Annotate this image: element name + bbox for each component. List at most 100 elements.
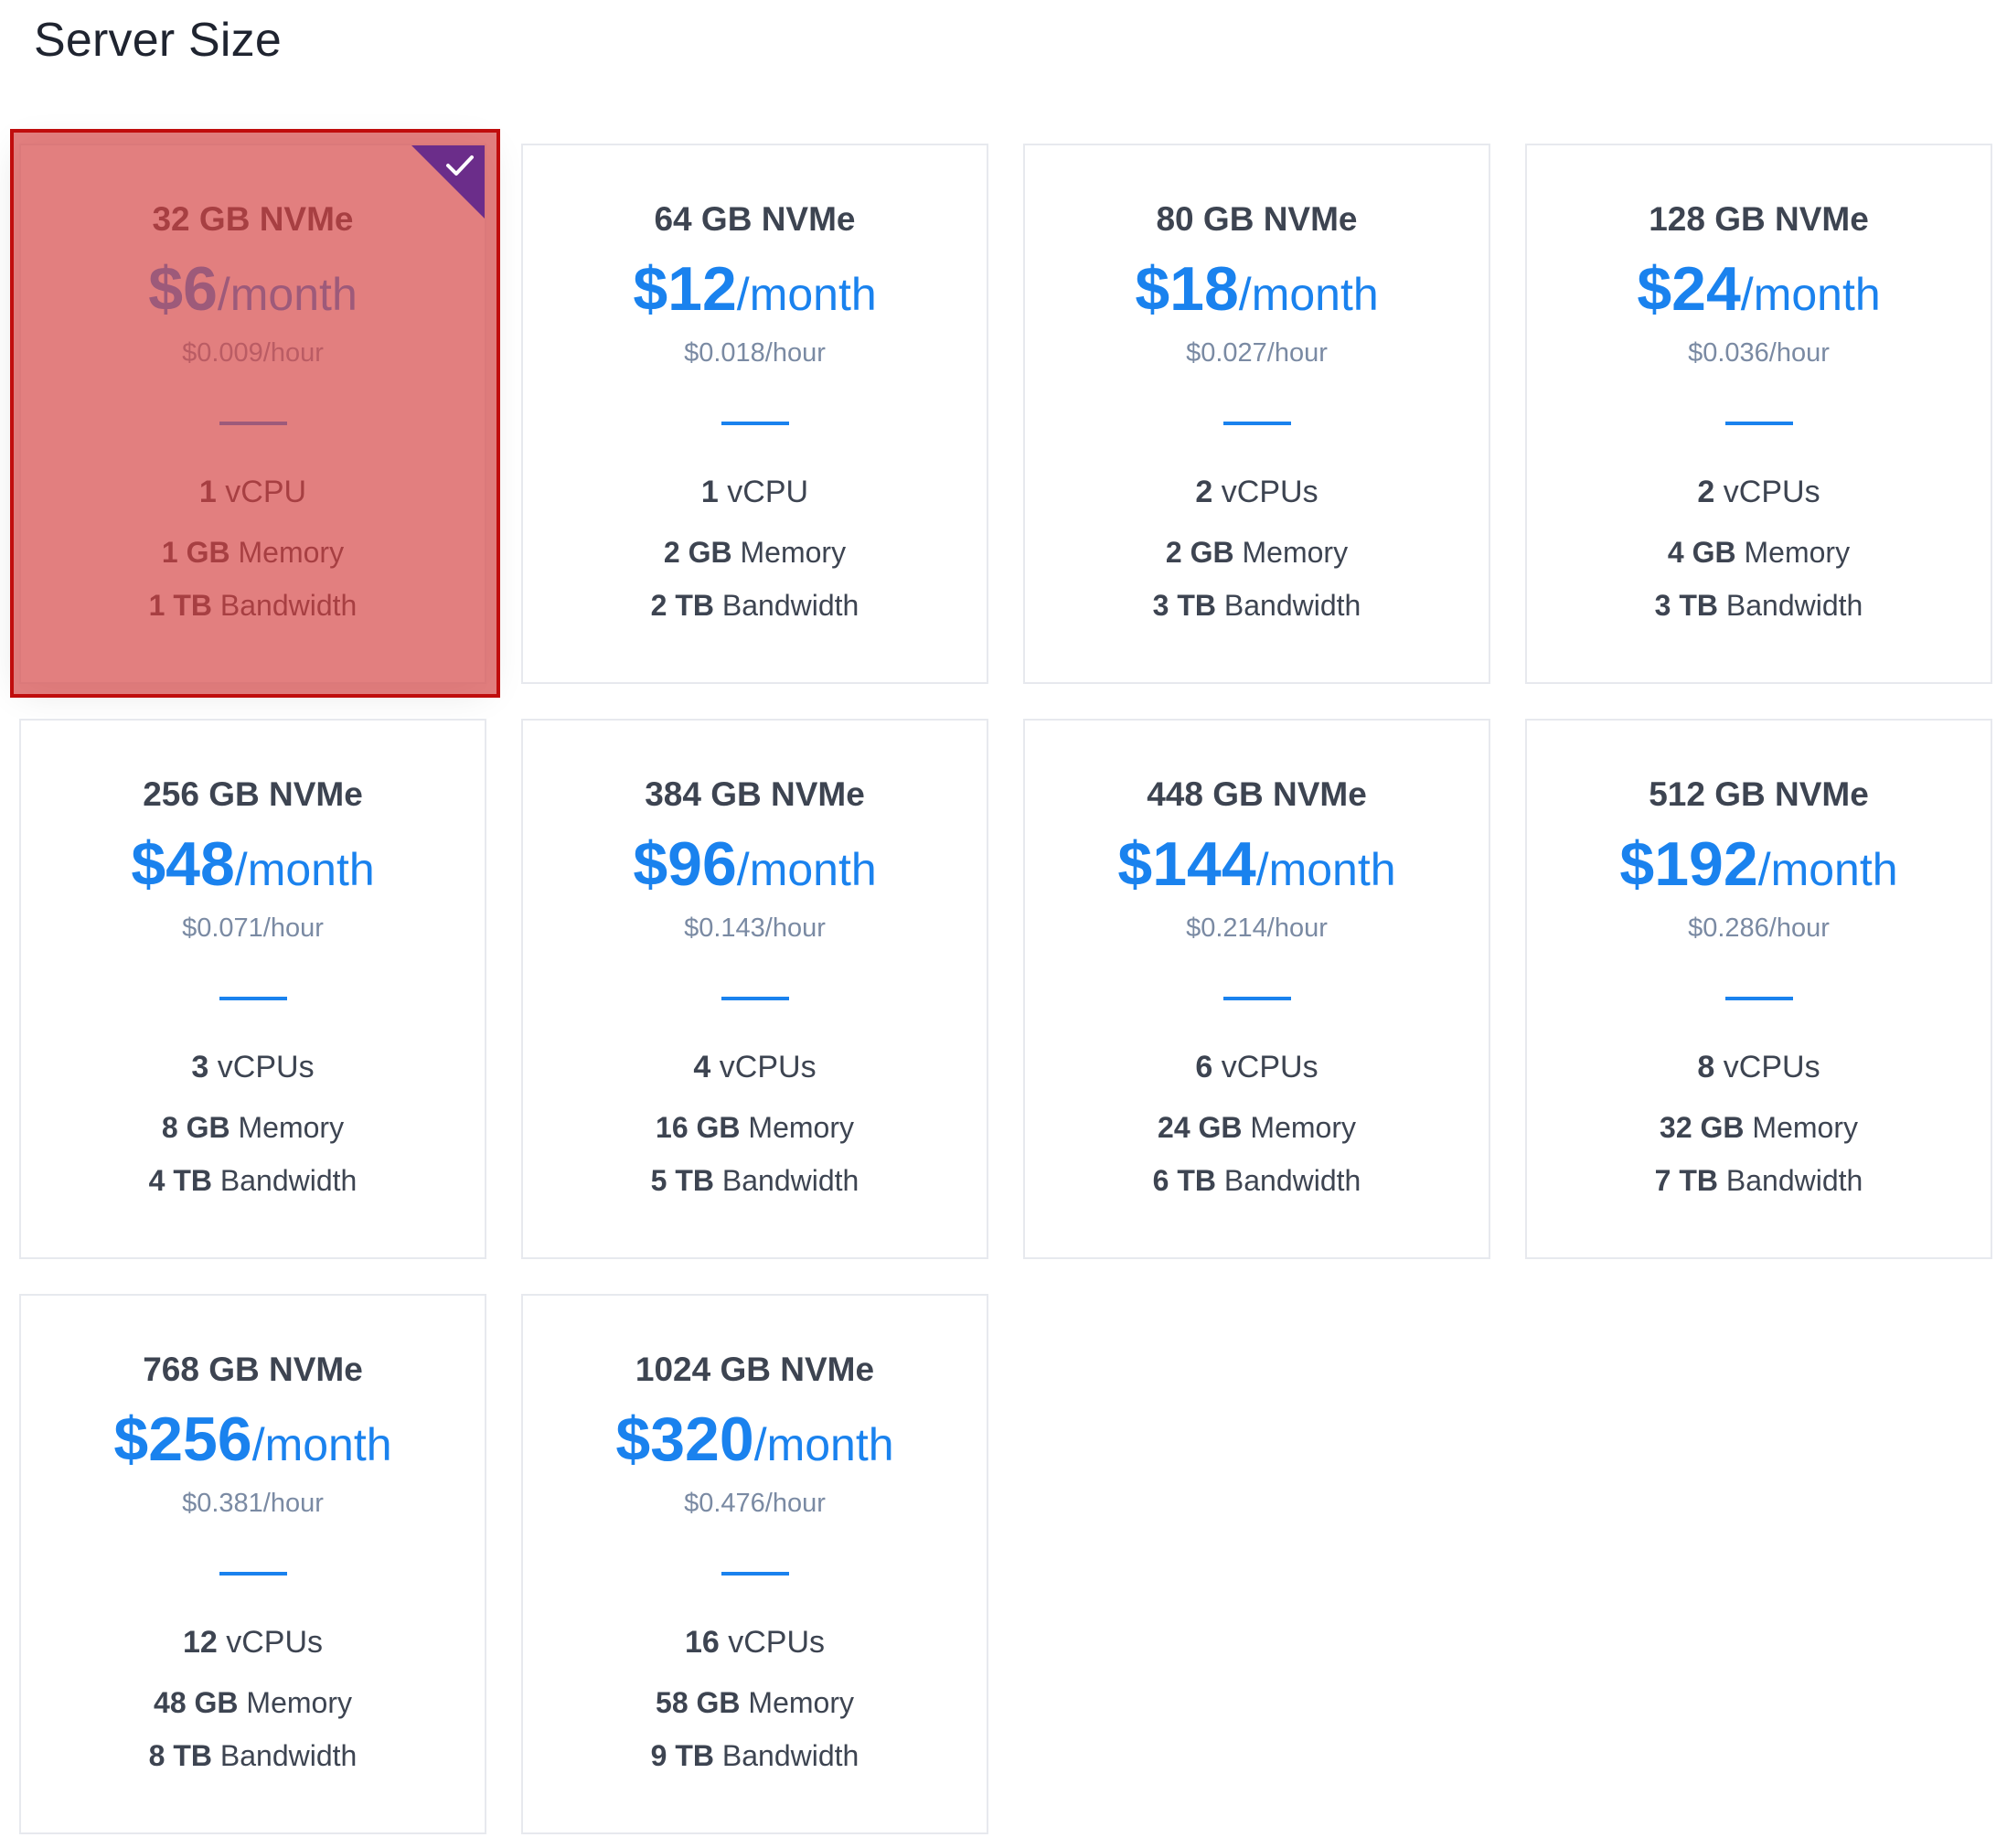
plan-cpu-count: 4 — [693, 1050, 711, 1084]
plan-cpu: 8 vCPUs — [1527, 1050, 1991, 1085]
plan-price-amount: $96 — [633, 829, 737, 899]
plan-divider — [721, 422, 789, 425]
plan-disk-size: 1024 GB NVMe — [635, 1351, 875, 1388]
plan-memory: 2 GB Memory — [523, 536, 987, 570]
plan-hourly-price: $0.286/hour — [1688, 913, 1830, 943]
plan-bandwidth-size: 3 TB — [1654, 589, 1718, 622]
plan-cpu: 6 vCPUs — [1025, 1050, 1489, 1085]
plan-cpu: 3 vCPUs — [21, 1050, 485, 1085]
plan-card-128-gb-nvme[interactable]: 128 GB NVMe $24/month $0.036/hour 2 vCPU… — [1525, 144, 1992, 684]
plan-hourly-price: $0.018/hour — [684, 338, 826, 368]
plan-monthly-price: $144/month — [1025, 828, 1489, 900]
plan-bandwidth-size: 3 TB — [1152, 589, 1216, 622]
plan-bandwidth-unit: Bandwidth — [219, 1739, 358, 1772]
plan-divider — [721, 997, 789, 1000]
plan-bandwidth-size: 7 TB — [1654, 1164, 1718, 1197]
plan-bandwidth: 9 TB Bandwidth — [523, 1739, 987, 1773]
plan-memory: 1 GB Memory — [21, 536, 485, 570]
plan-cpu-count: 2 — [1697, 475, 1715, 509]
plan-bandwidth: 3 TB Bandwidth — [1527, 589, 1991, 623]
plan-memory-size: 4 GB — [1667, 536, 1736, 569]
plan-bandwidth-unit: Bandwidth — [721, 1739, 859, 1772]
plan-bandwidth: 5 TB Bandwidth — [523, 1164, 987, 1198]
plan-cpu-unit: vCPUs — [217, 1050, 315, 1084]
plan-disk-size: 80 GB NVMe — [1156, 200, 1358, 238]
plan-disk-size: 768 GB NVMe — [143, 1351, 363, 1388]
plan-price-amount: $256 — [113, 1405, 252, 1474]
plan-memory-unit: Memory — [1744, 536, 1851, 569]
plan-memory: 16 GB Memory — [523, 1111, 987, 1145]
plan-disk-size: 384 GB NVMe — [645, 775, 865, 813]
plan-price-amount: $192 — [1619, 829, 1758, 899]
plan-bandwidth-size: 8 TB — [148, 1739, 212, 1772]
plan-cpu: 2 vCPUs — [1025, 475, 1489, 510]
plan-price-period: /month — [1238, 269, 1379, 320]
plan-memory-unit: Memory — [748, 1111, 854, 1144]
plan-cpu: 1 vCPU — [523, 475, 987, 510]
plan-monthly-price: $256/month — [21, 1404, 485, 1475]
plan-cpu-unit: vCPUs — [719, 1050, 817, 1084]
plan-cpu-count: 8 — [1697, 1050, 1715, 1084]
plan-price-period: /month — [1757, 844, 1898, 895]
plan-bandwidth-size: 4 TB — [148, 1164, 212, 1197]
plan-bandwidth-unit: Bandwidth — [1725, 1164, 1863, 1197]
plan-cpu: 4 vCPUs — [523, 1050, 987, 1085]
plan-price-period: /month — [736, 269, 877, 320]
plan-card-1024-gb-nvme[interactable]: 1024 GB NVMe $320/month $0.476/hour 16 v… — [521, 1294, 988, 1834]
plan-memory: 8 GB Memory — [21, 1111, 485, 1145]
plan-cpu: 12 vCPUs — [21, 1625, 485, 1661]
plan-memory: 24 GB Memory — [1025, 1111, 1489, 1145]
plan-bandwidth-size: 6 TB — [1152, 1164, 1216, 1197]
plan-bandwidth-unit: Bandwidth — [219, 1164, 358, 1197]
plan-memory-size: 32 GB — [1660, 1111, 1745, 1144]
plan-card-384-gb-nvme[interactable]: 384 GB NVMe $96/month $0.143/hour 4 vCPU… — [521, 719, 988, 1259]
plan-disk-size: 128 GB NVMe — [1649, 200, 1869, 238]
plan-divider — [219, 997, 287, 1000]
plan-hourly-price: $0.143/hour — [684, 913, 826, 943]
plan-bandwidth: 4 TB Bandwidth — [21, 1164, 485, 1198]
plan-bandwidth-size: 5 TB — [650, 1164, 714, 1197]
plan-bandwidth-unit: Bandwidth — [721, 589, 859, 622]
plan-memory-unit: Memory — [748, 1686, 854, 1719]
plan-memory-unit: Memory — [238, 1111, 345, 1144]
plan-memory-unit: Memory — [740, 536, 847, 569]
plan-hourly-price: $0.036/hour — [1688, 338, 1830, 368]
plan-monthly-price: $320/month — [523, 1404, 987, 1475]
plan-memory-size: 1 GB — [161, 536, 230, 569]
plan-cpu: 1 vCPU — [21, 475, 485, 510]
plan-bandwidth-size: 9 TB — [650, 1739, 714, 1772]
plan-cpu-unit: vCPUs — [226, 1625, 324, 1660]
plan-disk-size: 512 GB NVMe — [1649, 775, 1869, 813]
plan-card-256-gb-nvme[interactable]: 256 GB NVMe $48/month $0.071/hour 3 vCPU… — [19, 719, 486, 1259]
plan-card-768-gb-nvme[interactable]: 768 GB NVMe $256/month $0.381/hour 12 vC… — [19, 1294, 486, 1834]
plan-card-512-gb-nvme[interactable]: 512 GB NVMe $192/month $0.286/hour 8 vCP… — [1525, 719, 1992, 1259]
plan-cpu: 2 vCPUs — [1527, 475, 1991, 510]
plan-monthly-price: $18/month — [1025, 253, 1489, 325]
plan-divider — [1724, 997, 1793, 1000]
plan-price-period: /month — [217, 269, 358, 320]
plan-price-amount: $48 — [131, 829, 235, 899]
plan-memory-unit: Memory — [246, 1686, 352, 1719]
checkmark-icon — [411, 145, 485, 219]
plan-monthly-price: $24/month — [1527, 253, 1991, 325]
plan-divider — [1724, 422, 1793, 425]
plan-memory-size: 24 GB — [1158, 1111, 1243, 1144]
plan-disk-size: 64 GB NVMe — [654, 200, 856, 238]
plan-card-32-gb-nvme[interactable]: 32 GB NVMe $6/month $0.009/hour 1 vCPU 1… — [10, 129, 500, 698]
plan-cpu-unit: vCPU — [727, 475, 809, 509]
plan-memory-size: 8 GB — [161, 1111, 230, 1144]
plan-card-80-gb-nvme[interactable]: 80 GB NVMe $18/month $0.027/hour 2 vCPUs… — [1023, 144, 1490, 684]
plan-divider — [1222, 422, 1291, 425]
plan-card-448-gb-nvme[interactable]: 448 GB NVMe $144/month $0.214/hour 6 vCP… — [1023, 719, 1490, 1259]
plan-price-amount: $144 — [1117, 829, 1256, 899]
plan-cpu: 16 vCPUs — [523, 1625, 987, 1661]
plan-memory-size: 48 GB — [154, 1686, 239, 1719]
plan-card-64-gb-nvme[interactable]: 64 GB NVMe $12/month $0.018/hour 1 vCPU … — [521, 144, 988, 684]
plan-monthly-price: $96/month — [523, 828, 987, 900]
plan-bandwidth-unit: Bandwidth — [1223, 589, 1361, 622]
plan-price-period: /month — [234, 844, 375, 895]
plan-hourly-price: $0.381/hour — [182, 1489, 324, 1518]
plan-disk-size: 256 GB NVMe — [143, 775, 363, 813]
plan-bandwidth-unit: Bandwidth — [219, 589, 358, 622]
plan-cpu-count: 1 — [700, 475, 719, 509]
